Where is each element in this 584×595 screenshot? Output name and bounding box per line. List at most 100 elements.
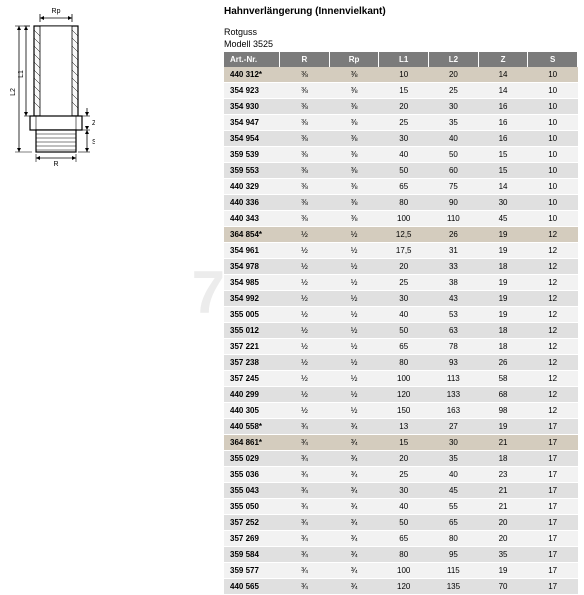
table-cell: 354 992	[224, 291, 280, 307]
table-cell: ¾	[329, 483, 379, 499]
table-cell: 30	[429, 99, 479, 115]
table-cell: ⅜	[280, 211, 330, 227]
table-cell: 53	[429, 307, 479, 323]
table-cell: ¾	[280, 499, 330, 515]
table-cell: 120	[379, 387, 429, 403]
table-cell: 15	[379, 83, 429, 99]
table-cell: ⅜	[329, 131, 379, 147]
table-cell: 110	[429, 211, 479, 227]
table-cell: 440 329	[224, 179, 280, 195]
table-cell: ½	[329, 259, 379, 275]
table-cell: 10	[528, 115, 578, 131]
table-row: 354 978½½20331812	[224, 259, 578, 275]
table-cell: 50	[379, 323, 429, 339]
table-cell: 20	[429, 67, 479, 83]
table-cell: 21	[478, 499, 528, 515]
table-row: 354 930⅜⅜20301610	[224, 99, 578, 115]
table-cell: ½	[329, 307, 379, 323]
table-cell: 95	[429, 547, 479, 563]
table-cell: ¾	[329, 531, 379, 547]
table-cell: ⅜	[329, 163, 379, 179]
table-cell: ¾	[329, 515, 379, 531]
table-cell: 20	[478, 515, 528, 531]
table-cell: 21	[478, 435, 528, 451]
table-cell: ½	[329, 403, 379, 419]
table-cell: 354 930	[224, 99, 280, 115]
table-cell: 20	[478, 531, 528, 547]
table-cell: 10	[528, 179, 578, 195]
table-cell: 31	[429, 243, 479, 259]
table-cell: ¾	[329, 435, 379, 451]
table-cell: 357 245	[224, 371, 280, 387]
table-cell: 80	[429, 531, 479, 547]
col-header: R	[280, 52, 330, 67]
table-cell: ½	[329, 371, 379, 387]
dim-s-label: S	[92, 139, 95, 146]
table-cell: 30	[379, 291, 429, 307]
table-cell: 17	[528, 483, 578, 499]
table-cell: ¾	[280, 435, 330, 451]
table-cell: 40	[429, 131, 479, 147]
table-cell: 10	[379, 67, 429, 83]
table-row: 357 238½½80932612	[224, 355, 578, 371]
table-cell: 30	[379, 483, 429, 499]
table-row: 357 221½½65781812	[224, 339, 578, 355]
table-cell: ⅜	[329, 211, 379, 227]
table-cell: 33	[429, 259, 479, 275]
table-cell: 63	[429, 323, 479, 339]
table-cell: 93	[429, 355, 479, 371]
table-row: 440 565¾¾1201357017	[224, 579, 578, 595]
table-cell: ⅜	[280, 99, 330, 115]
table-cell: 15	[478, 163, 528, 179]
table-cell: 150	[379, 403, 429, 419]
table-cell: ⅜	[280, 67, 330, 83]
table-cell: 18	[478, 451, 528, 467]
table-cell: 135	[429, 579, 479, 595]
table-cell: 12	[528, 355, 578, 371]
table-cell: 18	[478, 323, 528, 339]
table-cell: 50	[379, 163, 429, 179]
dim-l2-label: L2	[10, 88, 17, 96]
table-cell: 45	[478, 211, 528, 227]
table-cell: 16	[478, 131, 528, 147]
table-cell: 440 312*	[224, 67, 280, 83]
table-cell: ½	[280, 371, 330, 387]
table-cell: 12	[528, 291, 578, 307]
table-cell: ⅜	[329, 67, 379, 83]
table-row: 440 305½½1501639812	[224, 403, 578, 419]
table-cell: 35	[429, 115, 479, 131]
table-cell: 65	[379, 531, 429, 547]
table-cell: 80	[379, 355, 429, 371]
table-cell: 10	[528, 83, 578, 99]
table-cell: 359 577	[224, 563, 280, 579]
table-cell: 55	[429, 499, 479, 515]
table-cell: ¾	[280, 483, 330, 499]
table-cell: 355 005	[224, 307, 280, 323]
table-cell: ⅜	[280, 147, 330, 163]
model-label: Modell 3525	[224, 39, 578, 49]
table-cell: 440 305	[224, 403, 280, 419]
table-row: 359 584¾¾80953517	[224, 547, 578, 563]
table-row: 357 245½½1001135812	[224, 371, 578, 387]
table-cell: 19	[478, 227, 528, 243]
table-cell: 10	[528, 163, 578, 179]
table-cell: ½	[329, 355, 379, 371]
table-cell: 10	[528, 195, 578, 211]
col-header: Art.-Nr.	[224, 52, 280, 67]
col-header: Z	[478, 52, 528, 67]
table-cell: 30	[478, 195, 528, 211]
table-cell: 17,5	[379, 243, 429, 259]
table-row: 355 012½½50631812	[224, 323, 578, 339]
table-cell: 50	[429, 147, 479, 163]
table-cell: 17	[528, 547, 578, 563]
table-cell: 27	[429, 419, 479, 435]
dim-r-label: R	[53, 161, 58, 168]
table-row: 359 539⅜⅜40501510	[224, 147, 578, 163]
table-cell: 70	[478, 579, 528, 595]
table-cell: 19	[478, 243, 528, 259]
table-cell: ¾	[329, 451, 379, 467]
table-cell: 163	[429, 403, 479, 419]
table-row: 354 954⅜⅜30401610	[224, 131, 578, 147]
table-cell: 17	[528, 451, 578, 467]
technical-diagram: Rp	[10, 8, 95, 168]
